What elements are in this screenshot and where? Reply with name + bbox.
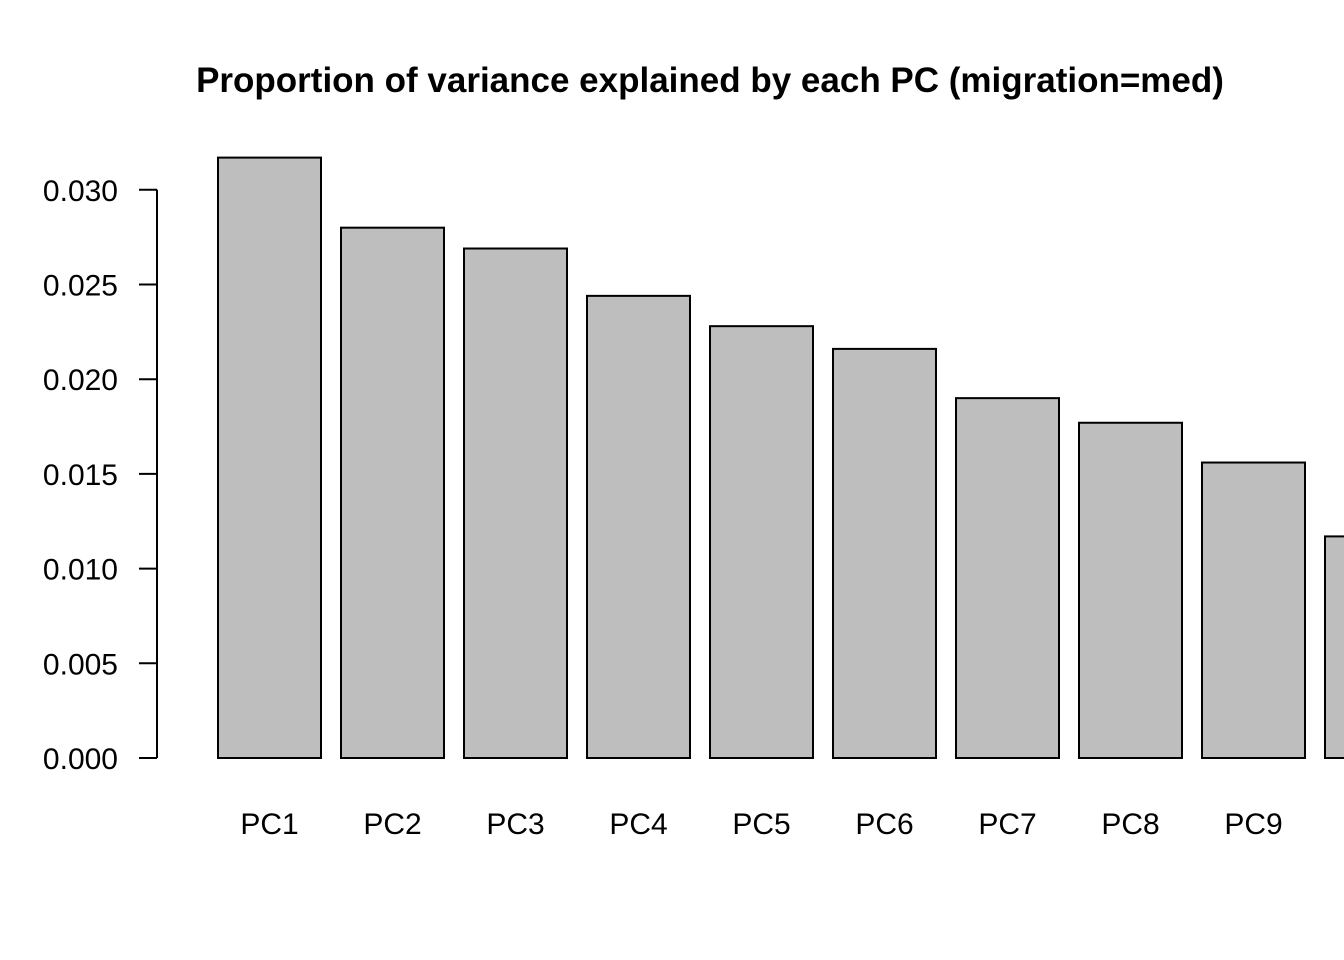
bar-pc9 <box>1201 461 1306 759</box>
bar-pc7 <box>955 397 1060 759</box>
bar-pc3 <box>463 247 568 759</box>
y-tick-label: 0.000 <box>43 743 118 776</box>
x-tick-label-pc9: PC9 <box>1224 808 1282 841</box>
bar-pc4 <box>586 294 691 759</box>
x-tick-label-pc4: PC4 <box>609 808 667 841</box>
bar-pc8 <box>1078 421 1183 759</box>
bar-pc5 <box>709 325 814 759</box>
y-tick-label: 0.025 <box>43 270 118 303</box>
y-tick-label: 0.015 <box>43 459 118 492</box>
x-tick-label-pc5: PC5 <box>732 808 790 841</box>
y-tick-label: 0.020 <box>43 364 118 397</box>
bar-pc1 <box>217 156 322 760</box>
y-tick-label: 0.010 <box>43 554 118 587</box>
x-axis-labels: PC1 PC2 PC3 PC4 PC5 PC6 PC7 PC8 PC9 <box>240 808 1282 841</box>
x-tick-label-pc7: PC7 <box>978 808 1036 841</box>
bar-item-10 <box>1324 535 1344 759</box>
chart-title: Proportion of variance explained by each… <box>196 61 1224 100</box>
bars-group <box>217 156 1344 760</box>
bar-pc2 <box>340 226 445 759</box>
x-tick-label-pc3: PC3 <box>486 808 544 841</box>
x-tick-label-pc1: PC1 <box>240 808 298 841</box>
y-tick-label: 0.005 <box>43 648 118 681</box>
x-tick-label-pc2: PC2 <box>363 808 421 841</box>
x-tick-label-pc8: PC8 <box>1101 808 1159 841</box>
bar-pc6 <box>832 347 937 759</box>
x-tick-label-pc6: PC6 <box>855 808 913 841</box>
y-tick-label: 0.030 <box>43 175 118 208</box>
y-axis: 0.000 0.005 0.010 0.015 0.020 0.025 0.030 <box>43 175 158 776</box>
